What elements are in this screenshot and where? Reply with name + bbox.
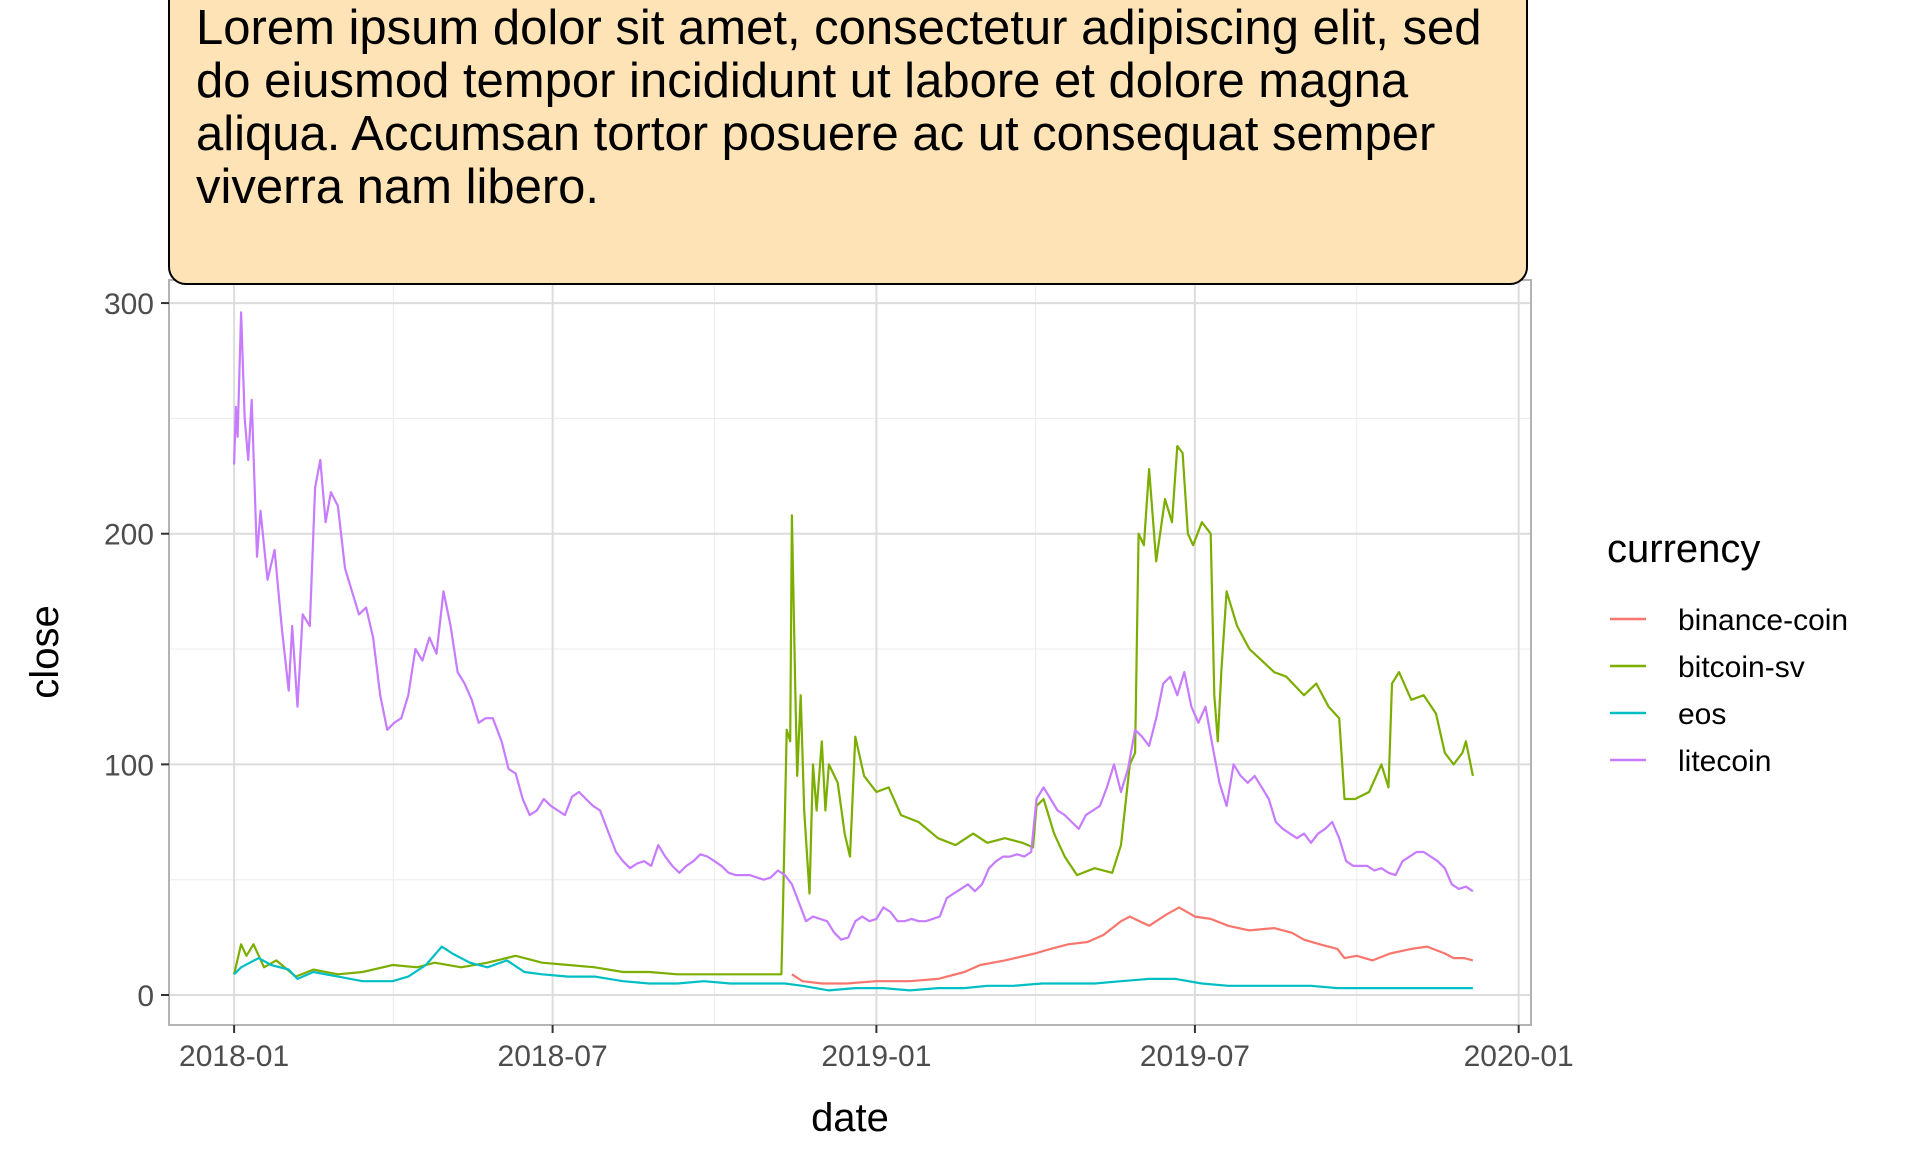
x-tick-label: 2019-07 xyxy=(1140,1040,1250,1073)
x-tick-label: 2019-01 xyxy=(821,1040,931,1073)
y-axis-title: close xyxy=(23,605,67,698)
grid xyxy=(169,280,1531,1025)
y-tick-label: 0 xyxy=(137,980,154,1013)
plot-panel xyxy=(169,280,1531,1025)
legend-label-bitcoin-sv: bitcoin-sv xyxy=(1678,651,1805,684)
series-line-bitcoin-sv xyxy=(233,445,1474,978)
y-tick-label: 100 xyxy=(104,749,154,782)
series-line-litecoin xyxy=(233,311,1474,941)
x-axis-title: date xyxy=(811,1096,889,1140)
x-tick-label: 2018-01 xyxy=(179,1040,289,1073)
legend-label-eos: eos xyxy=(1678,698,1726,731)
x-tick-label: 2020-01 xyxy=(1464,1040,1574,1073)
series-lines xyxy=(233,311,1474,992)
legend-items: binance-coin bitcoin-sv eos litecoin xyxy=(1610,604,1848,778)
series-line-eos xyxy=(233,945,1473,992)
x-tick-label: 2018-07 xyxy=(498,1040,608,1073)
y-tick-label: 300 xyxy=(104,288,154,321)
x-axis: 2018-01 2018-07 2019-01 2019-07 2020-01 xyxy=(179,1025,1574,1073)
y-axis: 0 100 200 300 xyxy=(104,288,169,1013)
y-tick-label: 200 xyxy=(104,519,154,552)
legend: currency binance-coin bitcoin-sv eos liteco… xyxy=(1607,527,1848,778)
series-line-binance-coin xyxy=(791,906,1474,985)
annotation-box: Lorem ipsum dolor sit amet, consectetur … xyxy=(168,0,1528,285)
legend-title: currency xyxy=(1607,527,1760,571)
legend-label-litecoin: litecoin xyxy=(1678,745,1771,778)
legend-label-binance-coin: binance-coin xyxy=(1678,604,1848,637)
